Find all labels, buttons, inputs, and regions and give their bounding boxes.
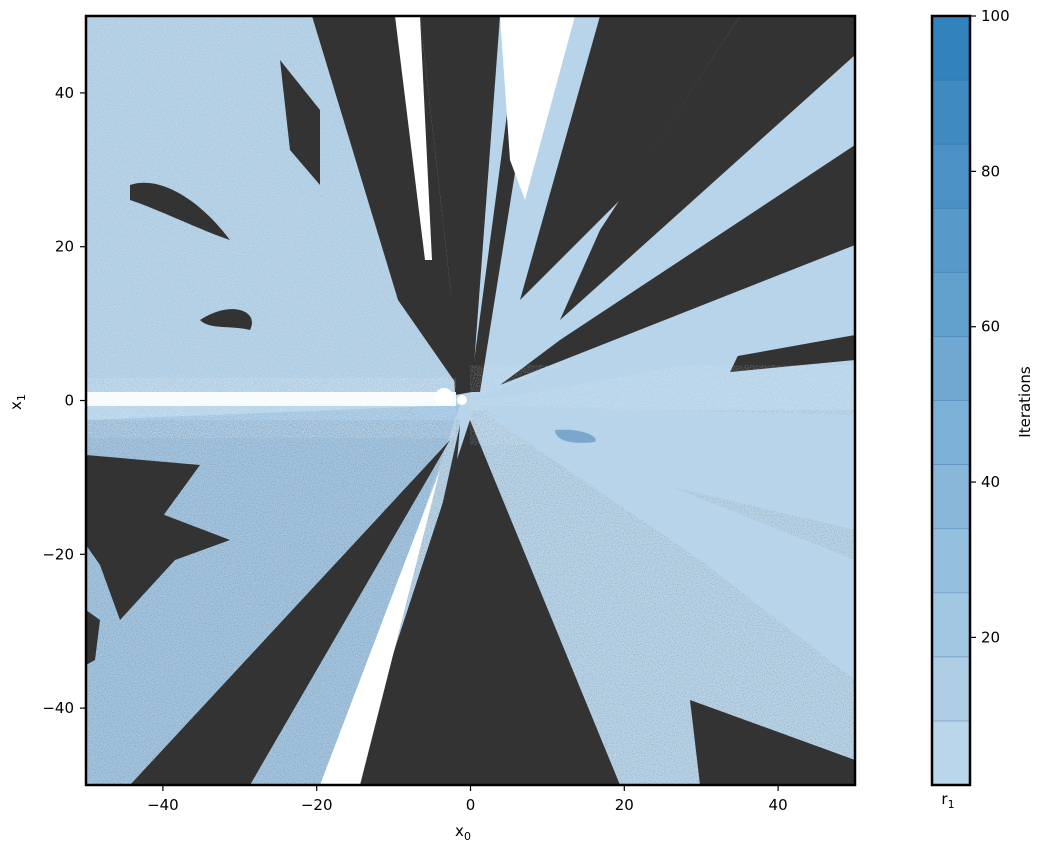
x-tick-label: 20 bbox=[615, 796, 634, 814]
heatmap-image bbox=[86, 16, 855, 785]
x-axis: −40 −20 0 20 40 bbox=[147, 785, 788, 814]
colorbar-tick-label: 100 bbox=[981, 7, 1010, 25]
colorbar-tick-label: 60 bbox=[981, 318, 1000, 336]
colorbar-level bbox=[932, 16, 970, 81]
colorbar-tick-label: 80 bbox=[981, 162, 1000, 180]
x-tick-label: 0 bbox=[466, 796, 476, 814]
y-tick-label: 20 bbox=[55, 238, 74, 256]
x-tick-label: −20 bbox=[301, 796, 333, 814]
colorbar bbox=[932, 16, 970, 786]
colorbar-category-label: r1 bbox=[941, 790, 954, 811]
colorbar-level bbox=[932, 208, 970, 273]
colorbar-level bbox=[932, 656, 970, 722]
x-tick-label: −40 bbox=[147, 796, 179, 814]
colorbar-level bbox=[932, 400, 970, 466]
colorbar-level bbox=[932, 144, 970, 209]
colorbar-level bbox=[932, 592, 970, 658]
y-tick-label: −20 bbox=[42, 545, 74, 563]
colorbar-frame bbox=[930, 14, 972, 787]
y-tick-label: 0 bbox=[64, 392, 74, 410]
colorbar-level bbox=[932, 464, 970, 530]
colorbar-ticks: 20 40 60 80 100 bbox=[970, 7, 1010, 646]
y-axis-label: x1 bbox=[7, 394, 28, 410]
colorbar-tick-label: 20 bbox=[981, 628, 1000, 646]
colorbar-level bbox=[932, 720, 970, 786]
colorbar-level bbox=[932, 336, 970, 401]
x-tick-label: 40 bbox=[769, 796, 788, 814]
colorbar-level bbox=[932, 528, 970, 594]
colorbar-tick-label: 40 bbox=[981, 473, 1000, 491]
colorbar-label: Iterations bbox=[1016, 366, 1034, 438]
y-tick-label: −40 bbox=[42, 699, 74, 717]
colorbar-level bbox=[932, 272, 970, 337]
x-axis-label: x0 bbox=[455, 822, 471, 843]
y-axis: −40 −20 0 20 40 bbox=[42, 84, 86, 717]
y-tick-label: 40 bbox=[55, 84, 74, 102]
colorbar-level bbox=[932, 80, 970, 145]
